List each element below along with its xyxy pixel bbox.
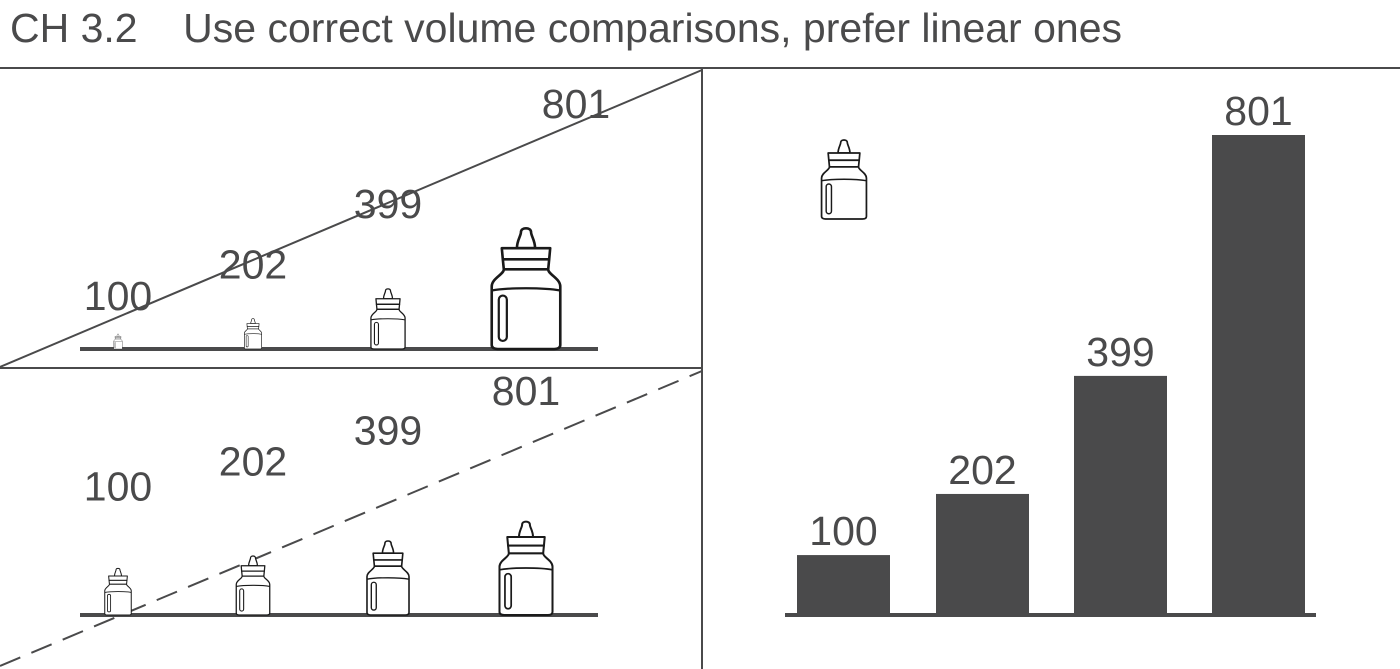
bar-100 bbox=[797, 555, 890, 615]
bar-label-801: 801 bbox=[1224, 88, 1292, 134]
linear-label-202: 202 bbox=[219, 438, 287, 484]
linear-label-399: 399 bbox=[354, 408, 422, 454]
volume-bottle-399 bbox=[370, 288, 406, 350]
bar-label-100: 100 bbox=[809, 508, 877, 554]
linear-trend-line bbox=[0, 370, 703, 667]
baby-bottle-icon bbox=[820, 139, 868, 220]
bar-801 bbox=[1212, 135, 1305, 615]
volume-label-202: 202 bbox=[219, 242, 287, 288]
bar-label-399: 399 bbox=[1086, 329, 1154, 375]
linear-bottle-399 bbox=[366, 540, 410, 616]
linear-bottle-100 bbox=[104, 567, 132, 616]
volume-bottle-100 bbox=[113, 333, 123, 350]
volume-bottle-202 bbox=[244, 318, 262, 350]
volume-trend-line bbox=[0, 69, 703, 368]
page-title: CH 3.2 Use correct volume comparisons, p… bbox=[10, 5, 1123, 51]
volume-label-399: 399 bbox=[354, 181, 422, 227]
bar-202 bbox=[936, 493, 1029, 615]
volume-pictogram-panel: 100 202 399 801 bbox=[0, 69, 703, 368]
volume-label-100: 100 bbox=[84, 273, 152, 319]
volume-bottle-801 bbox=[490, 226, 562, 351]
bar-chart-panel: 100 202 399 801 bbox=[785, 88, 1316, 617]
linear-label-801: 801 bbox=[492, 368, 560, 414]
bar-label-202: 202 bbox=[948, 447, 1016, 493]
linear-bottle-801 bbox=[498, 520, 554, 617]
linear-bottle-202 bbox=[235, 555, 271, 616]
volume-label-801: 801 bbox=[542, 81, 610, 127]
linear-pictogram-panel: 100 202 399 801 bbox=[0, 368, 703, 667]
linear-label-100: 100 bbox=[84, 464, 152, 510]
bar-399 bbox=[1074, 375, 1167, 615]
